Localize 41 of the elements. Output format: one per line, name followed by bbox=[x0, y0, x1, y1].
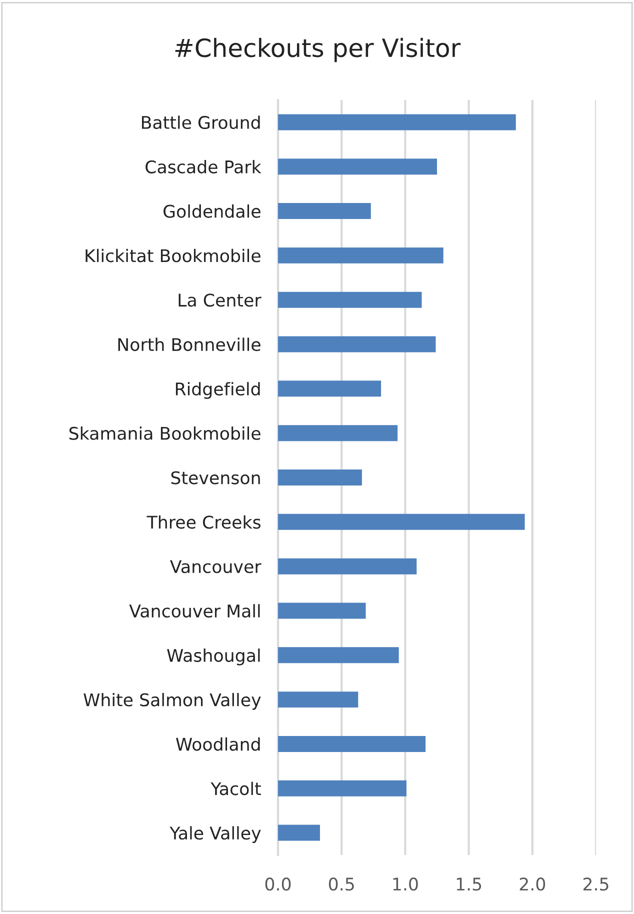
x-tick-label: 0.0 bbox=[265, 878, 291, 891]
bar bbox=[278, 780, 406, 796]
bar bbox=[278, 558, 417, 574]
y-tick-label: White Salmon Valley bbox=[84, 692, 261, 710]
bar bbox=[278, 336, 436, 352]
y-tick-label: Vancouver bbox=[170, 560, 262, 574]
bar bbox=[278, 114, 516, 130]
y-tick-label: Cascade Park bbox=[146, 160, 262, 174]
y-tick-label: Vancouver Mall bbox=[129, 604, 260, 618]
y-tick-label: Woodland bbox=[176, 737, 260, 751]
y-tick-label: Yacolt bbox=[210, 782, 261, 796]
x-tick-label: 2.0 bbox=[520, 878, 546, 891]
bar bbox=[278, 158, 437, 175]
chart-title: #Checkouts per Visitor bbox=[175, 38, 461, 62]
bar bbox=[278, 692, 358, 708]
bar bbox=[278, 203, 371, 220]
bar bbox=[278, 602, 366, 619]
bar bbox=[278, 380, 382, 397]
y-tick-label: Washougal bbox=[167, 648, 260, 666]
y-tick-label: Ridgefield bbox=[176, 382, 260, 399]
bar bbox=[278, 470, 362, 486]
y-tick-label: Battle Ground bbox=[142, 116, 260, 130]
y-tick-label: La Center bbox=[178, 294, 262, 307]
bar bbox=[278, 292, 422, 308]
x-tick-label: 2.5 bbox=[583, 878, 608, 891]
y-tick-label: North Bonneville bbox=[118, 338, 260, 352]
y-tick-label: Three Creeks bbox=[146, 515, 260, 529]
y-tick-label: Goldendale bbox=[164, 204, 260, 218]
y-tick-label: Klickitat Bookmobile bbox=[86, 248, 260, 262]
bar bbox=[278, 514, 525, 530]
y-tick-label: Stevenson bbox=[171, 471, 260, 484]
x-tick-label: 0.5 bbox=[328, 878, 354, 891]
bar bbox=[278, 247, 444, 264]
bar bbox=[278, 425, 398, 442]
bar bbox=[278, 824, 320, 841]
x-tick-label: 1.5 bbox=[456, 878, 482, 891]
y-tick-label: Yale Valley bbox=[170, 826, 261, 843]
x-tick-label: 1.0 bbox=[393, 878, 418, 891]
bar bbox=[278, 647, 399, 664]
y-tick-label: Skamania Bookmobile bbox=[69, 426, 260, 440]
bar bbox=[278, 736, 426, 752]
